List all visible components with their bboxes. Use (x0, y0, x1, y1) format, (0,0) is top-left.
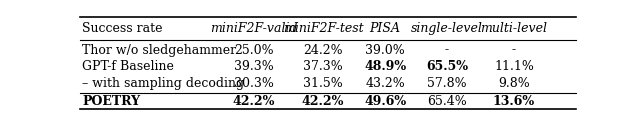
Text: 30.3%: 30.3% (234, 77, 273, 89)
Text: 65.5%: 65.5% (426, 60, 468, 73)
Text: 39.0%: 39.0% (365, 44, 405, 57)
Text: 65.4%: 65.4% (427, 95, 467, 108)
Text: Success rate: Success rate (83, 22, 163, 35)
Text: Thor w/o sledgehammer: Thor w/o sledgehammer (83, 44, 237, 57)
Text: -: - (512, 44, 516, 57)
Text: – with sampling decoding: – with sampling decoding (83, 77, 244, 89)
Text: 37.3%: 37.3% (303, 60, 343, 73)
Text: POETRY: POETRY (83, 95, 141, 108)
Text: 25.0%: 25.0% (234, 44, 273, 57)
Text: 42.2%: 42.2% (232, 95, 275, 108)
Text: 11.1%: 11.1% (494, 60, 534, 73)
Text: PISA: PISA (369, 22, 401, 35)
Text: 13.6%: 13.6% (493, 95, 535, 108)
Text: multi-level: multi-level (481, 22, 547, 35)
Text: 49.6%: 49.6% (364, 95, 406, 108)
Text: GPT-f Baseline: GPT-f Baseline (83, 60, 174, 73)
Text: 42.2%: 42.2% (302, 95, 344, 108)
Text: 43.2%: 43.2% (365, 77, 405, 89)
Text: 31.5%: 31.5% (303, 77, 343, 89)
Text: 48.9%: 48.9% (364, 60, 406, 73)
Text: 24.2%: 24.2% (303, 44, 343, 57)
Text: -: - (445, 44, 449, 57)
Text: miniF2F-valid: miniF2F-valid (210, 22, 298, 35)
Text: 9.8%: 9.8% (498, 77, 530, 89)
Text: 57.8%: 57.8% (428, 77, 467, 89)
Text: miniF2F-test: miniF2F-test (283, 22, 364, 35)
Text: 39.3%: 39.3% (234, 60, 273, 73)
Text: single-level: single-level (411, 22, 483, 35)
